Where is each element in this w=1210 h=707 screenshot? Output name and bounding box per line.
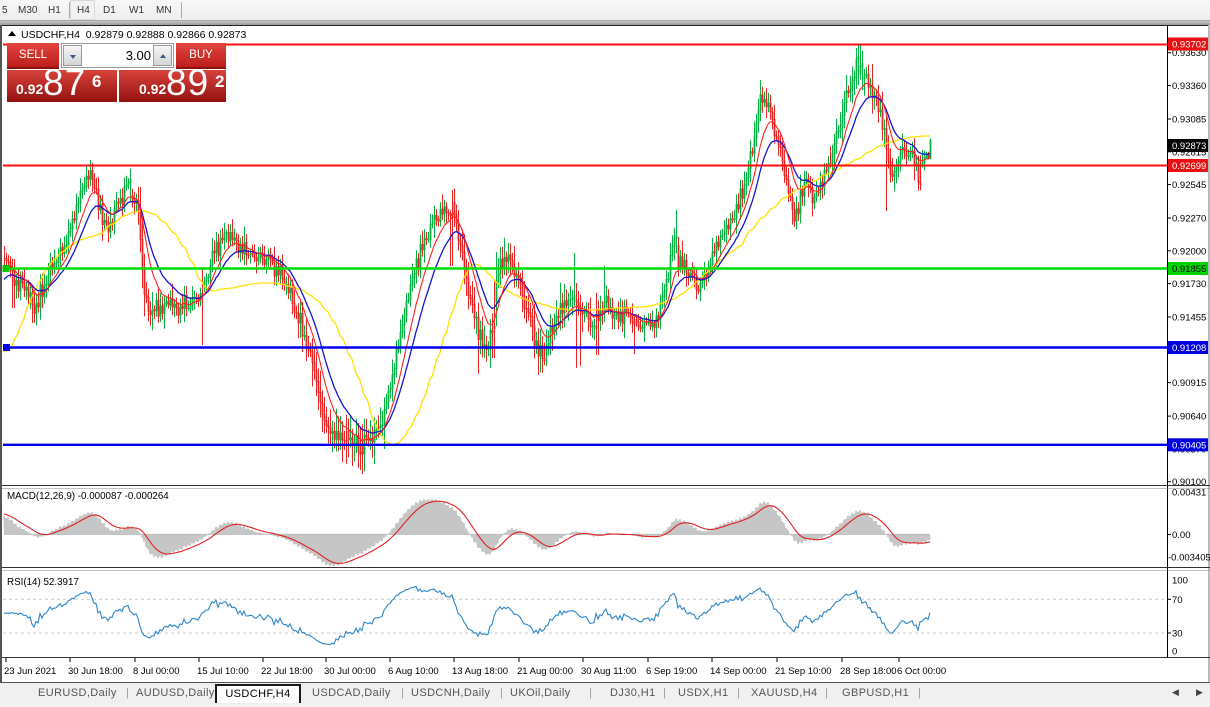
- svg-text:0.93630: 0.93630: [1172, 48, 1206, 59]
- svg-text:30: 30: [1172, 629, 1183, 640]
- svg-text:0.90405: 0.90405: [1172, 440, 1206, 451]
- svg-text:22 Jul 18:00: 22 Jul 18:00: [261, 666, 313, 677]
- svg-text:13 Aug 18:00: 13 Aug 18:00: [452, 666, 508, 677]
- svg-text:0.00431: 0.00431: [1172, 488, 1206, 499]
- svg-text:0.90100: 0.90100: [1172, 477, 1206, 488]
- svg-text:8 Jul 00:00: 8 Jul 00:00: [133, 666, 179, 677]
- svg-text:0.90915: 0.90915: [1172, 378, 1206, 389]
- svg-text:6 Aug 10:00: 6 Aug 10:00: [388, 666, 439, 677]
- svg-text:RSI(14) 52.3917: RSI(14) 52.3917: [7, 577, 79, 588]
- svg-text:30 Jun 18:00: 30 Jun 18:00: [68, 666, 123, 677]
- svg-text:14 Sep 00:00: 14 Sep 00:00: [710, 666, 767, 677]
- svg-text:0.92873: 0.92873: [1172, 141, 1206, 152]
- svg-text:30 Aug 11:00: 30 Aug 11:00: [581, 666, 636, 677]
- svg-text:0.92699: 0.92699: [1172, 161, 1206, 172]
- svg-text:23 Jun 2021: 23 Jun 2021: [4, 666, 56, 677]
- svg-text:0.91208: 0.91208: [1172, 343, 1206, 354]
- svg-text:30 Jul 00:00: 30 Jul 00:00: [324, 666, 376, 677]
- svg-text:0.92270: 0.92270: [1172, 214, 1206, 225]
- svg-text:21 Sep 10:00: 21 Sep 10:00: [775, 666, 832, 677]
- svg-text:0.91855: 0.91855: [1172, 264, 1206, 275]
- svg-text:0.92815: 0.92815: [1172, 147, 1206, 158]
- svg-text:0.93702: 0.93702: [1172, 40, 1206, 51]
- svg-text:0.91455: 0.91455: [1172, 313, 1206, 324]
- svg-text:0.90640: 0.90640: [1172, 412, 1206, 423]
- svg-text:6 Sep 19:00: 6 Sep 19:00: [646, 666, 697, 677]
- svg-text:100: 100: [1172, 576, 1188, 587]
- svg-text:0.92545: 0.92545: [1172, 180, 1206, 191]
- svg-text:15 Jul 10:00: 15 Jul 10:00: [197, 666, 249, 677]
- svg-text:0.93085: 0.93085: [1172, 115, 1206, 126]
- svg-text:0.92000: 0.92000: [1172, 246, 1206, 257]
- svg-text:-0.003405: -0.003405: [1168, 553, 1210, 564]
- svg-text:28 Sep 18:00: 28 Sep 18:00: [840, 666, 897, 677]
- svg-text:0.91730: 0.91730: [1172, 279, 1206, 290]
- svg-text:MACD(12,26,9) -0.000087 -0.000: MACD(12,26,9) -0.000087 -0.000264: [7, 491, 169, 502]
- svg-text:0.93360: 0.93360: [1172, 81, 1206, 92]
- svg-text:0: 0: [1172, 647, 1177, 658]
- svg-text:70: 70: [1172, 595, 1183, 606]
- svg-text:21 Aug 00:00: 21 Aug 00:00: [517, 666, 573, 677]
- svg-text:6 Oct 00:00: 6 Oct 00:00: [897, 666, 946, 677]
- svg-text:0.00: 0.00: [1172, 530, 1191, 541]
